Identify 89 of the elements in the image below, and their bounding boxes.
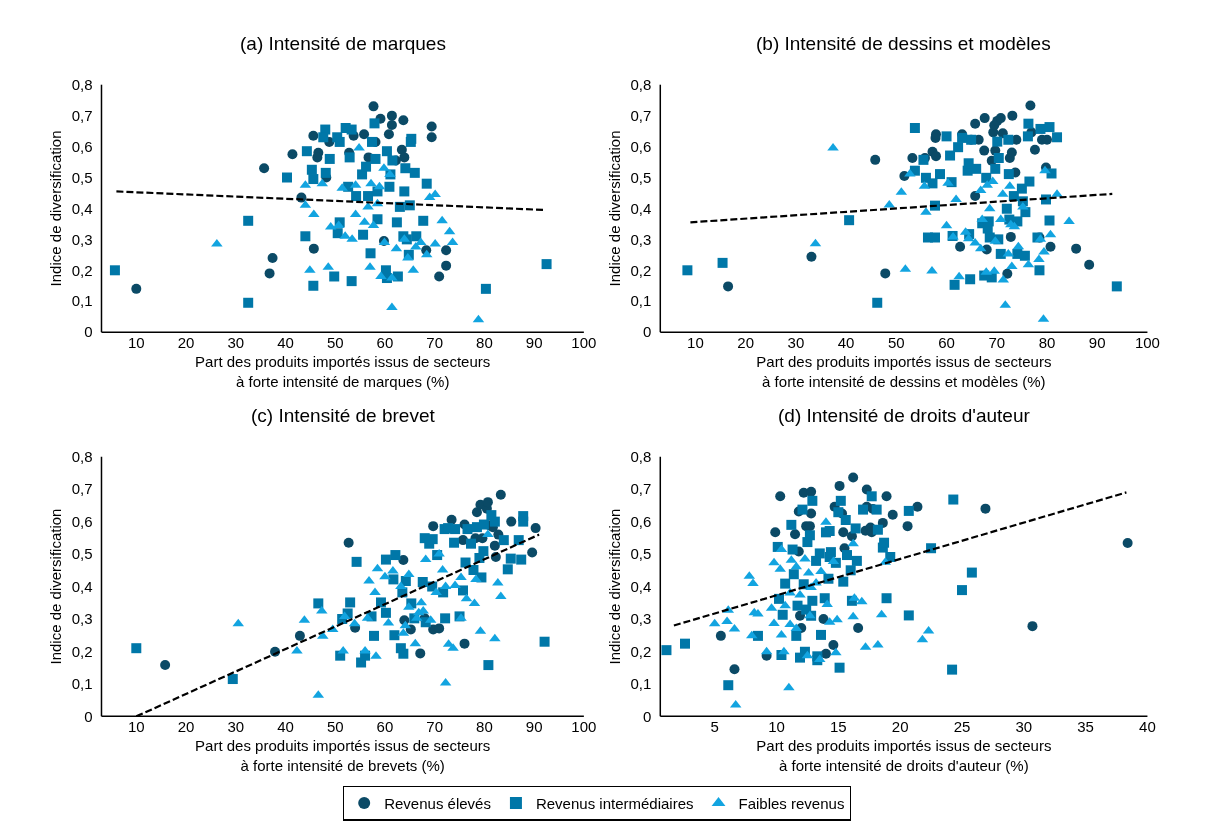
y-tick-label: 0,1 [71, 292, 93, 310]
y-axis-title: Indice de diversification [605, 508, 623, 665]
x-tick-label: 80 [1038, 334, 1056, 352]
x-tick-label: 10 [687, 334, 704, 352]
y-tick-label: 0,3 [630, 610, 652, 628]
x-tick-label: 20 [737, 334, 755, 352]
x-tick-label: 60 [376, 718, 394, 736]
y-tick-label: 0,7 [630, 106, 652, 124]
x-tick-label: 50 [887, 334, 905, 352]
y-tick-label: 0,4 [630, 577, 652, 595]
x-tick-label: 80 [476, 718, 493, 736]
y-tick-label: 0,1 [71, 675, 93, 693]
x-tick-label: 10 [127, 334, 145, 352]
x-tick-label: 40 [277, 718, 294, 736]
y-tick-label: 0,3 [71, 610, 93, 628]
x-tick-label: 15 [829, 718, 847, 736]
y-axis-title: Indice de diversification [46, 508, 64, 665]
y-tick-label: 0,2 [71, 261, 93, 279]
chart-title: (b) Intensité de dessins et modèles [756, 33, 1051, 54]
x-tick-label: 30 [227, 334, 245, 352]
y-tick-label: 0 [642, 323, 652, 341]
legend-label: Revenus élevés [384, 794, 491, 812]
x-axis-title: Part des produits importés issus de secteurs à forte intensité de droits d'auteur (%) [756, 737, 1052, 774]
y-tick-label: 0,6 [71, 137, 93, 155]
x-tick-label: 20 [891, 718, 909, 736]
x-tick-label: 20 [177, 718, 195, 736]
y-tick-label: 0,4 [630, 199, 652, 217]
x-tick-label: 60 [938, 334, 955, 352]
y-tick-label: 0 [84, 323, 93, 341]
x-tick-label: 5 [710, 718, 719, 736]
y-tick-label: 0,3 [71, 230, 93, 248]
y-tick-label: 0,5 [71, 545, 93, 563]
x-tick-label: 30 [227, 718, 245, 736]
x-axis-title: Part des produits importés issus de secteurs à forte intensité de brevets (%) [195, 737, 491, 774]
x-tick-label: 100 [1134, 334, 1160, 352]
x-tick-label: 30 [787, 334, 805, 352]
y-tick-label: 0,2 [71, 642, 93, 660]
x-tick-label: 70 [988, 334, 1006, 352]
y-tick-label: 0,8 [71, 75, 93, 93]
y-axis-title: Indice de diversification [46, 130, 64, 287]
x-tick-label: 35 [1077, 718, 1094, 736]
y-tick-label: 0,7 [630, 480, 652, 498]
x-tick-label: 70 [426, 718, 444, 736]
legend-label: Revenus intermédiaires [535, 794, 694, 812]
y-tick-label: 0,5 [630, 168, 652, 186]
y-tick-label: 0,5 [630, 545, 652, 563]
x-tick-label: 70 [426, 334, 444, 352]
y-axis-title: Indice de diversification [605, 130, 623, 287]
x-axis-title: Part des produits importés issus de secteurs à forte intensité de marques (%) [195, 353, 491, 390]
x-tick-label: 90 [525, 334, 543, 352]
y-tick-label: 0 [84, 707, 93, 725]
x-tick-label: 20 [177, 334, 195, 352]
x-tick-label: 10 [768, 718, 785, 736]
y-tick-label: 0,3 [630, 230, 652, 248]
y-tick-label: 0,6 [630, 137, 652, 155]
x-tick-label: 100 [571, 718, 597, 736]
x-tick-label: 90 [1088, 334, 1106, 352]
x-tick-label: 50 [326, 334, 344, 352]
chart-title: (c) Intensité de brevet [251, 405, 436, 426]
y-tick-label: 0,8 [71, 447, 93, 465]
chart-title: (d) Intensité de droits d'auteur [778, 405, 1031, 426]
y-tick-label: 0,1 [630, 292, 652, 310]
x-axis-title: Part des produits importés issus de secteurs à forte intensité de dessins et modèles (%) [756, 353, 1052, 390]
x-tick-label: 100 [571, 334, 597, 352]
y-tick-label: 0,2 [630, 261, 652, 279]
y-tick-label: 0,4 [71, 199, 93, 217]
x-tick-label: 60 [376, 334, 394, 352]
legend-label: Faibles revenus [738, 794, 845, 812]
x-tick-label: 40 [1139, 718, 1156, 736]
y-tick-label: 0,8 [630, 447, 652, 465]
y-tick-label: 0,6 [71, 512, 93, 530]
chart-title: (a) Intensité de marques [240, 33, 446, 54]
x-tick-label: 25 [953, 718, 971, 736]
x-tick-label: 10 [127, 718, 145, 736]
y-tick-label: 0 [642, 707, 652, 725]
y-tick-label: 0,1 [630, 675, 652, 693]
x-tick-label: 30 [1015, 718, 1033, 736]
x-tick-label: 80 [476, 334, 493, 352]
y-tick-label: 0,7 [71, 480, 93, 498]
x-tick-label: 90 [525, 718, 543, 736]
y-tick-label: 0,6 [630, 512, 652, 530]
y-tick-label: 0,8 [630, 75, 652, 93]
y-tick-label: 0,4 [71, 577, 93, 595]
y-tick-label: 0,5 [71, 168, 93, 186]
y-tick-label: 0,7 [71, 106, 93, 124]
x-tick-label: 40 [277, 334, 294, 352]
y-tick-label: 0,2 [630, 642, 652, 660]
x-tick-label: 50 [326, 718, 344, 736]
x-tick-label: 40 [837, 334, 855, 352]
